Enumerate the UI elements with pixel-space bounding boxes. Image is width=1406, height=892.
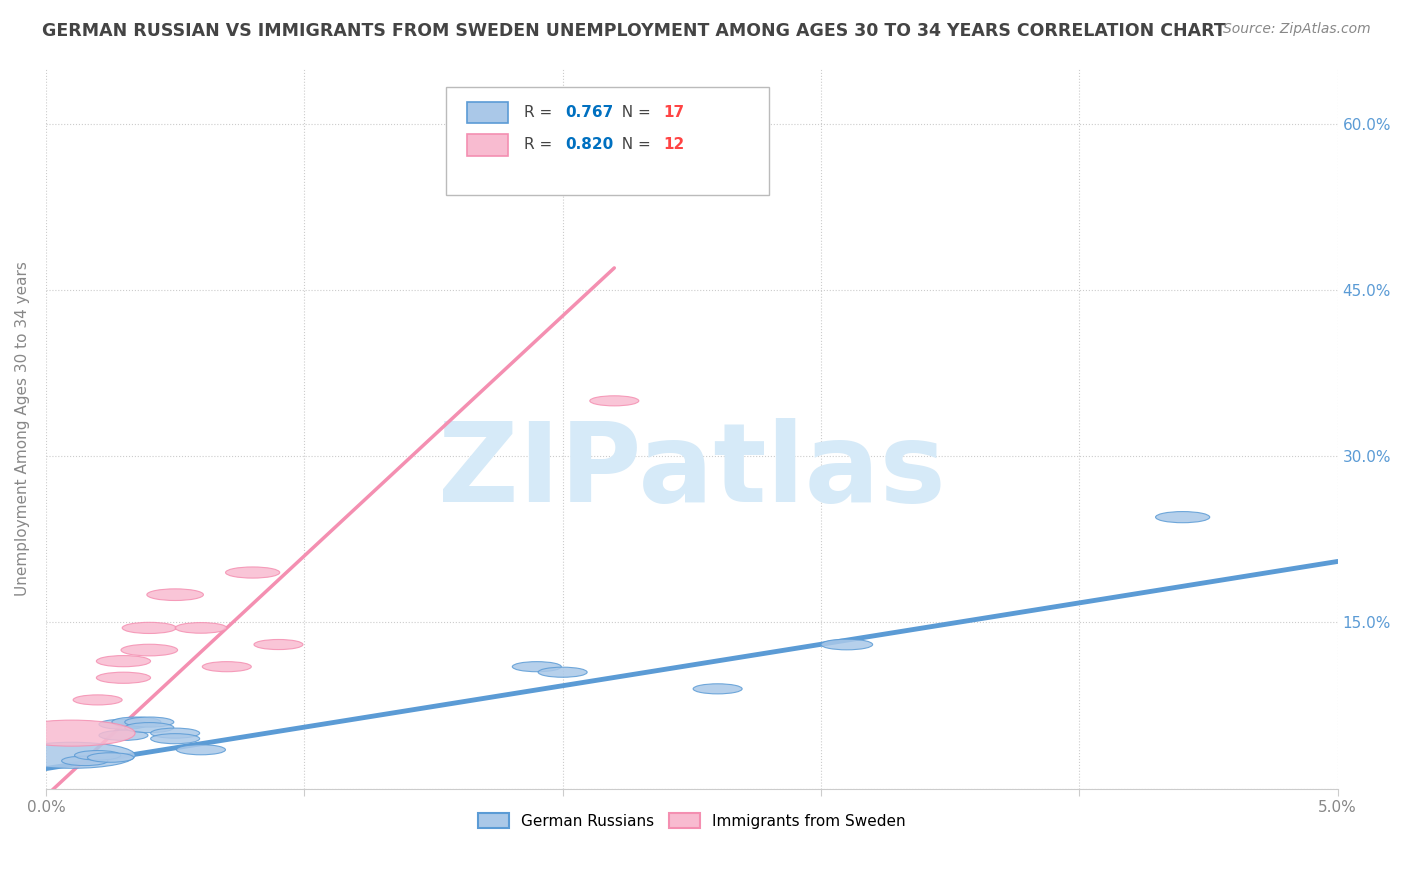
FancyBboxPatch shape bbox=[467, 134, 509, 155]
Ellipse shape bbox=[112, 717, 160, 727]
Ellipse shape bbox=[693, 684, 742, 694]
Ellipse shape bbox=[98, 731, 148, 740]
Y-axis label: Unemployment Among Ages 30 to 34 years: Unemployment Among Ages 30 to 34 years bbox=[15, 261, 30, 596]
Ellipse shape bbox=[122, 623, 176, 633]
Text: 0.767: 0.767 bbox=[565, 105, 613, 120]
Ellipse shape bbox=[97, 673, 150, 683]
Legend: German Russians, Immigrants from Sweden: German Russians, Immigrants from Sweden bbox=[472, 806, 911, 835]
Ellipse shape bbox=[512, 662, 561, 672]
Ellipse shape bbox=[821, 640, 873, 650]
Text: ZIPatlas: ZIPatlas bbox=[437, 418, 946, 525]
Text: 17: 17 bbox=[664, 105, 685, 120]
Text: 0.820: 0.820 bbox=[565, 137, 613, 153]
Ellipse shape bbox=[177, 745, 225, 755]
Ellipse shape bbox=[98, 719, 148, 730]
Ellipse shape bbox=[202, 662, 252, 672]
Ellipse shape bbox=[146, 589, 204, 600]
Ellipse shape bbox=[225, 567, 280, 578]
Ellipse shape bbox=[8, 720, 135, 747]
Ellipse shape bbox=[125, 717, 174, 727]
FancyBboxPatch shape bbox=[467, 102, 509, 123]
Ellipse shape bbox=[150, 728, 200, 739]
Ellipse shape bbox=[62, 756, 108, 765]
Ellipse shape bbox=[125, 723, 174, 732]
Text: R =: R = bbox=[524, 105, 557, 120]
Ellipse shape bbox=[150, 733, 200, 744]
Ellipse shape bbox=[75, 750, 121, 760]
Ellipse shape bbox=[8, 742, 135, 768]
Ellipse shape bbox=[176, 623, 226, 633]
Ellipse shape bbox=[121, 644, 177, 656]
Ellipse shape bbox=[254, 640, 302, 649]
Text: Source: ZipAtlas.com: Source: ZipAtlas.com bbox=[1223, 22, 1371, 37]
Text: GERMAN RUSSIAN VS IMMIGRANTS FROM SWEDEN UNEMPLOYMENT AMONG AGES 30 TO 34 YEARS : GERMAN RUSSIAN VS IMMIGRANTS FROM SWEDEN… bbox=[42, 22, 1226, 40]
Ellipse shape bbox=[1156, 512, 1209, 523]
Text: 12: 12 bbox=[664, 137, 685, 153]
FancyBboxPatch shape bbox=[446, 87, 769, 194]
Ellipse shape bbox=[97, 656, 150, 666]
Ellipse shape bbox=[73, 695, 122, 705]
Text: N =: N = bbox=[612, 105, 655, 120]
Ellipse shape bbox=[589, 396, 638, 406]
Ellipse shape bbox=[87, 753, 134, 763]
Text: N =: N = bbox=[612, 137, 655, 153]
Ellipse shape bbox=[538, 667, 588, 677]
Text: R =: R = bbox=[524, 137, 557, 153]
